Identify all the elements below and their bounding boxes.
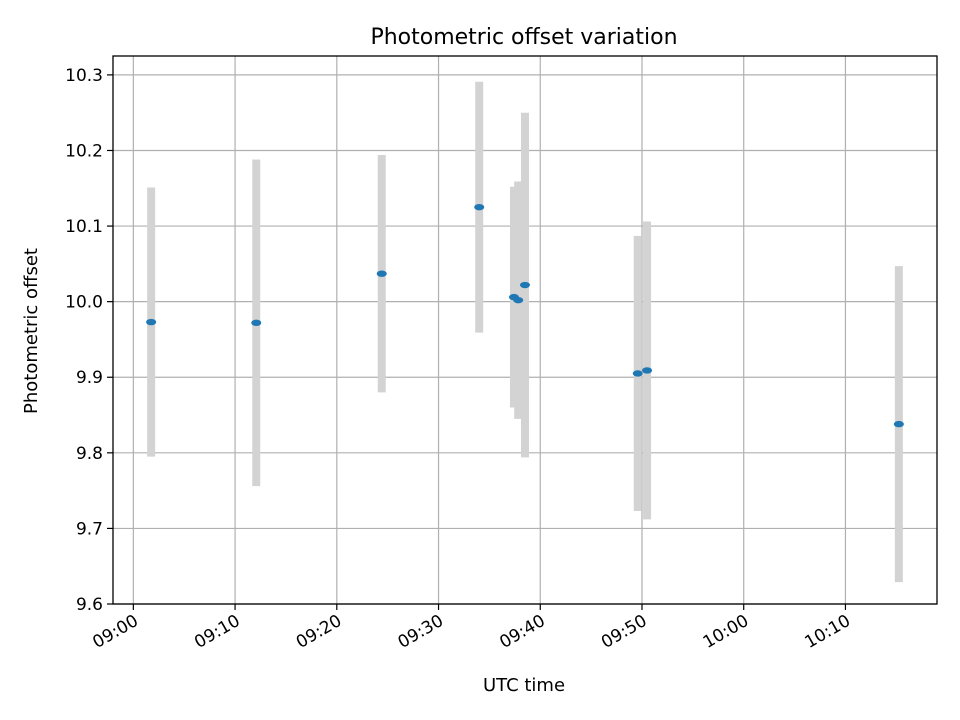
y-tick-label: 9.8 <box>76 444 103 464</box>
y-tick-label: 10.0 <box>65 293 103 313</box>
data-point <box>632 370 643 377</box>
data-point <box>376 270 387 277</box>
x-tick-label: 09:50 <box>598 611 650 653</box>
y-tick-label: 10.3 <box>65 66 103 86</box>
data-point <box>513 296 524 304</box>
y-tick-label: 9.6 <box>76 595 103 615</box>
x-tick-label: 09:10 <box>191 611 243 653</box>
data-point <box>520 281 530 289</box>
data-points <box>146 203 904 428</box>
x-tick-label: 09:20 <box>293 611 345 653</box>
y-tick-label: 10.1 <box>65 217 103 237</box>
data-point <box>893 420 904 428</box>
error-bars <box>147 81 903 583</box>
plot-frame <box>112 55 938 605</box>
y-tick-label: 10.2 <box>65 141 103 161</box>
x-axis-label: UTC time <box>483 675 565 696</box>
y-tick-label: 9.7 <box>76 519 103 539</box>
x-tick-label: 09:40 <box>496 611 548 653</box>
x-tick-label: 10:00 <box>700 611 752 653</box>
data-point <box>146 318 157 326</box>
x-tick-label: 09:00 <box>89 611 141 653</box>
x-tick-label: 10:10 <box>802 611 854 653</box>
x-tick-label: 09:30 <box>395 611 447 653</box>
y-tick-label: 9.9 <box>76 368 103 388</box>
data-point <box>474 203 485 211</box>
data-point <box>251 319 262 327</box>
y-axis-label: Photometric offset <box>21 248 42 414</box>
chart-title: Photometric offset variation <box>370 25 677 50</box>
data-point <box>642 367 653 374</box>
axis-ticks: 09:00 09:10 09:20 09:30 09:40 09:50 10:00 10:10… <box>65 66 854 653</box>
